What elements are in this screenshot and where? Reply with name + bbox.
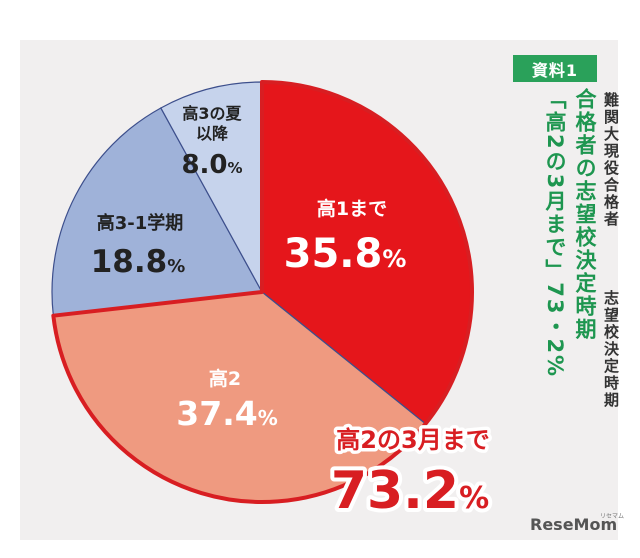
slice-label-2: 高2	[209, 367, 241, 390]
subtitle-column-2: 志望校決定時期	[602, 290, 620, 409]
resemom-logo: ReseMom	[530, 515, 618, 534]
title-column-1: 合格者の志望校決定時期	[573, 88, 597, 341]
source-tag: 資料1	[513, 55, 597, 82]
slice-value-2: 37.4%	[176, 394, 277, 433]
pie-slice-4	[160, 81, 263, 293]
slice-value-4: 8.0%	[181, 150, 242, 180]
slice-label-4a: 高3の夏	[182, 104, 242, 123]
pie-slice-3	[51, 107, 263, 317]
slice-label-4b: 以降	[196, 124, 229, 143]
highlight-value: 73.2%	[331, 461, 489, 521]
highlight-label-fill: 高2の3月まで	[336, 426, 489, 454]
title-column-2: 「高2の3月まで」73・2%	[543, 88, 567, 379]
slice-label-3: 高3-1学期	[97, 212, 184, 234]
highlight-label: 高2の3月まで	[336, 426, 489, 454]
highlight-value-outline: 73.2%	[331, 461, 489, 521]
slice-label-1: 高1まで	[317, 197, 387, 220]
slice-value-3: 18.8%	[91, 244, 186, 280]
slice-value-1: 35.8%	[284, 231, 407, 277]
subtitle-column-1: 難関大現役合格者	[602, 92, 620, 228]
resemom-logo-kana: リセマム	[600, 513, 625, 520]
highlight-outline	[51, 80, 474, 504]
